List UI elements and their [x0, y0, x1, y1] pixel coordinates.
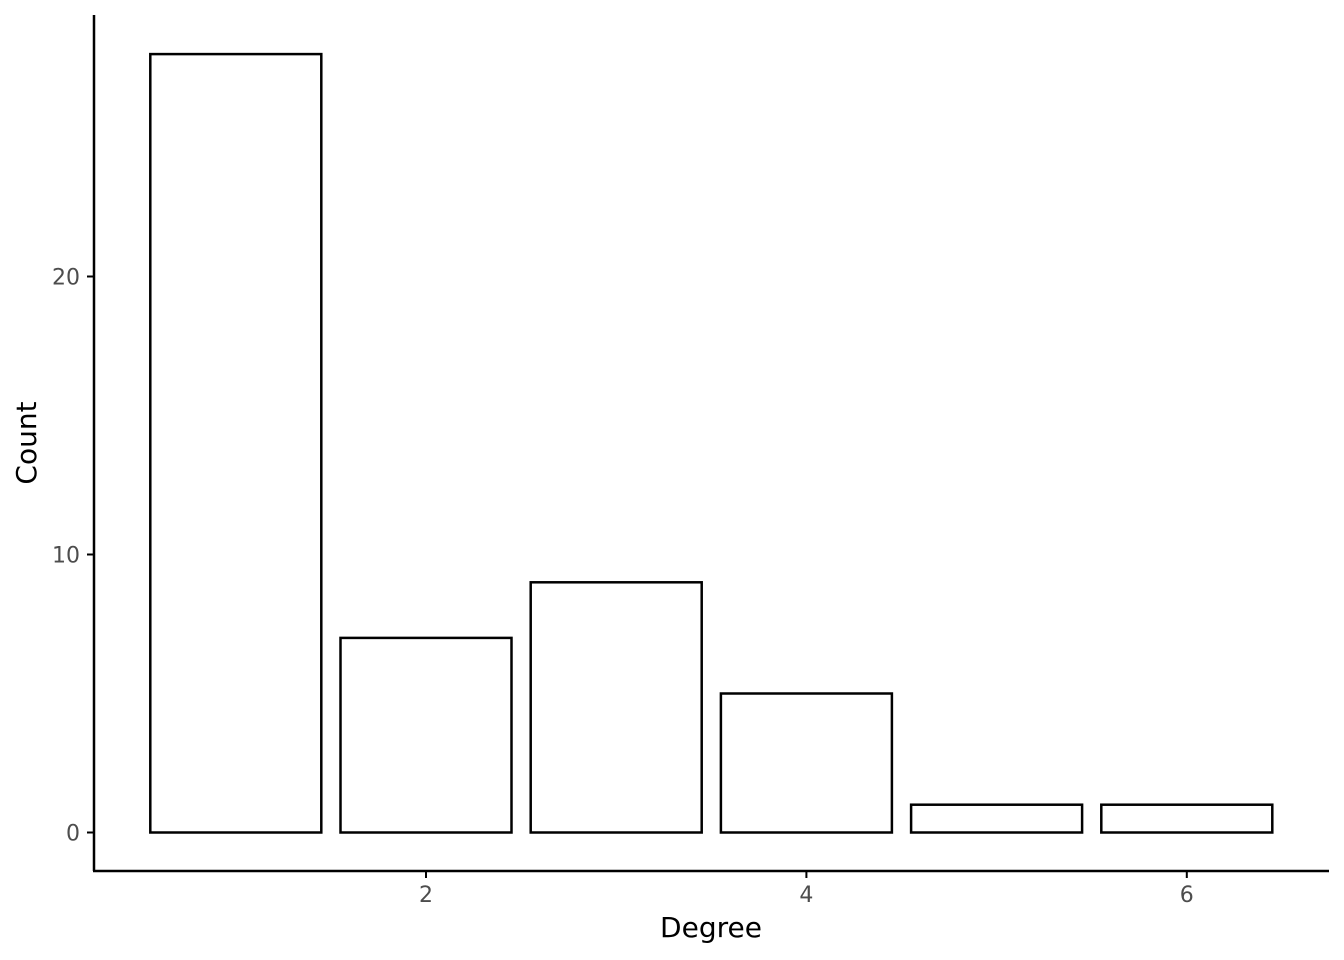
y-axis-title: Count — [10, 401, 43, 484]
bar-degree-1 — [149, 52, 323, 834]
bar-degree-4 — [719, 692, 894, 834]
x-axis-title: Degree — [660, 911, 762, 944]
x-tick-label-6: 6 — [1180, 883, 1194, 908]
x-tick-label-4: 4 — [799, 883, 813, 908]
y-ticks-group: 0 10 20 — [52, 266, 94, 847]
bar-degree-2 — [339, 636, 513, 834]
bar-degree-3 — [529, 581, 703, 834]
y-tick-label-20: 20 — [52, 266, 80, 291]
bar-degree-5 — [909, 803, 1084, 834]
bar-degree-6 — [1100, 803, 1274, 834]
x-tick-label-2: 2 — [419, 883, 433, 908]
bars-group — [149, 52, 1274, 834]
x-ticks-group: 2 4 6 — [419, 871, 1194, 908]
y-tick-label-10: 10 — [52, 544, 80, 569]
y-tick-label-0: 0 — [66, 822, 80, 847]
